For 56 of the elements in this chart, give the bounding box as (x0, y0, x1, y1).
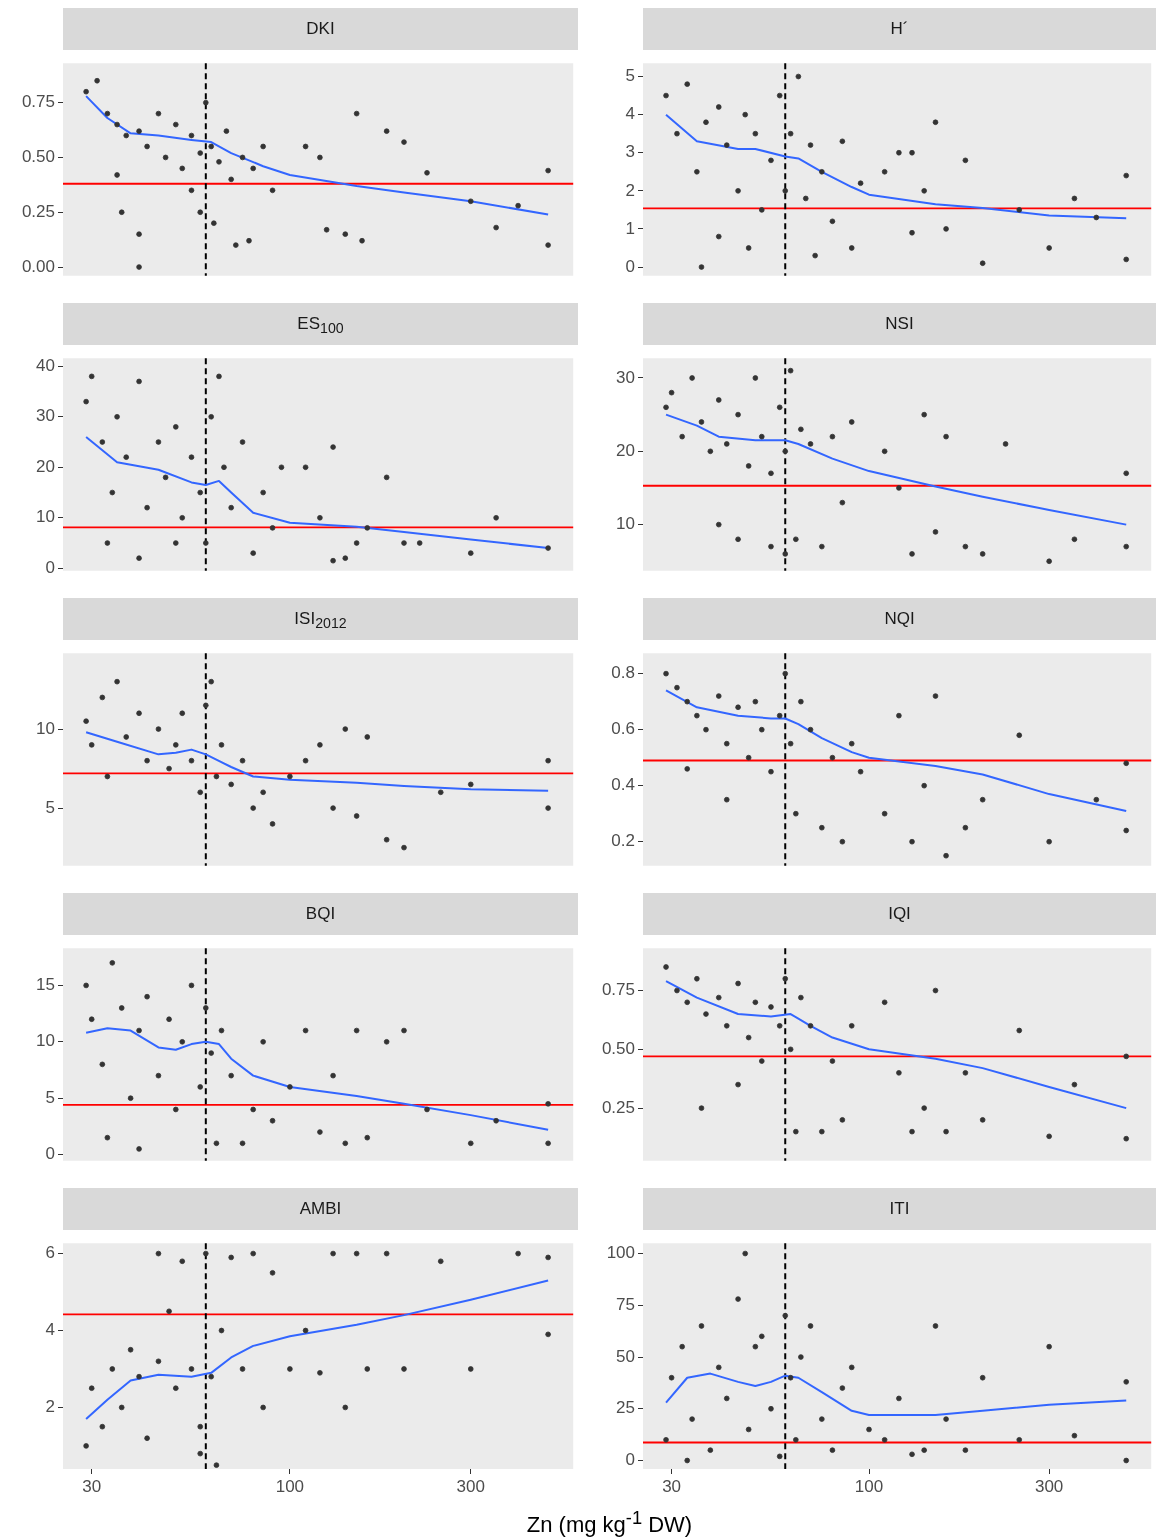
y-tick-label: 5 (45, 1087, 55, 1107)
x-axis-title: Zn (mg kg$^{-1}$ DW) (525, 1507, 694, 1539)
chart-title: NQI (643, 598, 1156, 640)
y-tick-label: 0.6 (611, 719, 635, 739)
y-tick-label: 15 (36, 975, 55, 995)
y-tick-label: 0.75 (21, 92, 55, 112)
y-tick-label: 40 (36, 355, 55, 375)
x-tick-label: 30 (662, 1476, 682, 1496)
y-tick-label: 10 (36, 1031, 55, 1051)
y-tick-label: 0.25 (21, 201, 55, 221)
y-tick-label: 4 (45, 1320, 55, 1340)
y-tick-label: 0.75 (601, 980, 635, 1000)
x-tick-label: 30 (82, 1476, 102, 1496)
chart-title: ITI (643, 1188, 1156, 1230)
y-tick-label: 0.4 (611, 775, 635, 795)
x-tick-label: 300 (456, 1476, 485, 1496)
chart-title: NSI (643, 303, 1156, 345)
chart-title: H´ (643, 8, 1156, 50)
y-tick-label: 4 (625, 104, 635, 124)
y-tick-label: 30 (616, 367, 635, 387)
y-tick-label: 30 (36, 406, 55, 426)
y-tick-label: 25 (616, 1398, 635, 1418)
chart-title: DKI (63, 8, 578, 50)
chart-title: ES$_{100}$ (63, 303, 578, 345)
y-tick-label: 0.50 (601, 1039, 635, 1059)
chart-title: IQI (643, 893, 1156, 935)
y-tick-label: 1 (625, 218, 635, 238)
y-tick-label: 50 (616, 1346, 635, 1366)
y-tick-label: 0.50 (21, 147, 55, 167)
y-tick-label: 0.00 (21, 256, 55, 276)
x-tick-label: 100 (275, 1476, 305, 1496)
y-tick-label: 10 (616, 514, 635, 534)
y-tick-label: 0 (625, 256, 635, 276)
y-tick-label: 0 (45, 1144, 55, 1164)
y-tick-label: 75 (616, 1294, 635, 1314)
y-tick-label: 2 (625, 180, 635, 200)
y-tick-label: 0 (625, 1450, 635, 1470)
y-tick-label: 3 (625, 142, 635, 162)
y-tick-label: 20 (36, 456, 55, 476)
y-tick-label: 5 (45, 797, 55, 817)
y-tick-label: 10 (36, 507, 55, 527)
x-tick-label: 300 (1034, 1476, 1064, 1496)
y-tick-label: 0.25 (601, 1097, 635, 1117)
y-tick-label: 6 (45, 1243, 55, 1263)
chart-title: BQI (63, 893, 578, 935)
y-tick-label: 100 (606, 1243, 635, 1263)
y-tick-label: 0.2 (611, 831, 635, 851)
chart-title: AMBI (63, 1188, 578, 1230)
y-tick-label: 5 (625, 66, 635, 86)
y-tick-label: 20 (616, 440, 635, 460)
y-tick-label: 2 (45, 1397, 55, 1417)
x-tick-label: 100 (854, 1476, 884, 1496)
y-tick-label: 10 (36, 718, 55, 738)
y-tick-label: 0 (45, 557, 55, 577)
y-tick-label: 0.8 (611, 663, 635, 683)
chart-title: ISI$_{2012}$ (63, 598, 578, 640)
